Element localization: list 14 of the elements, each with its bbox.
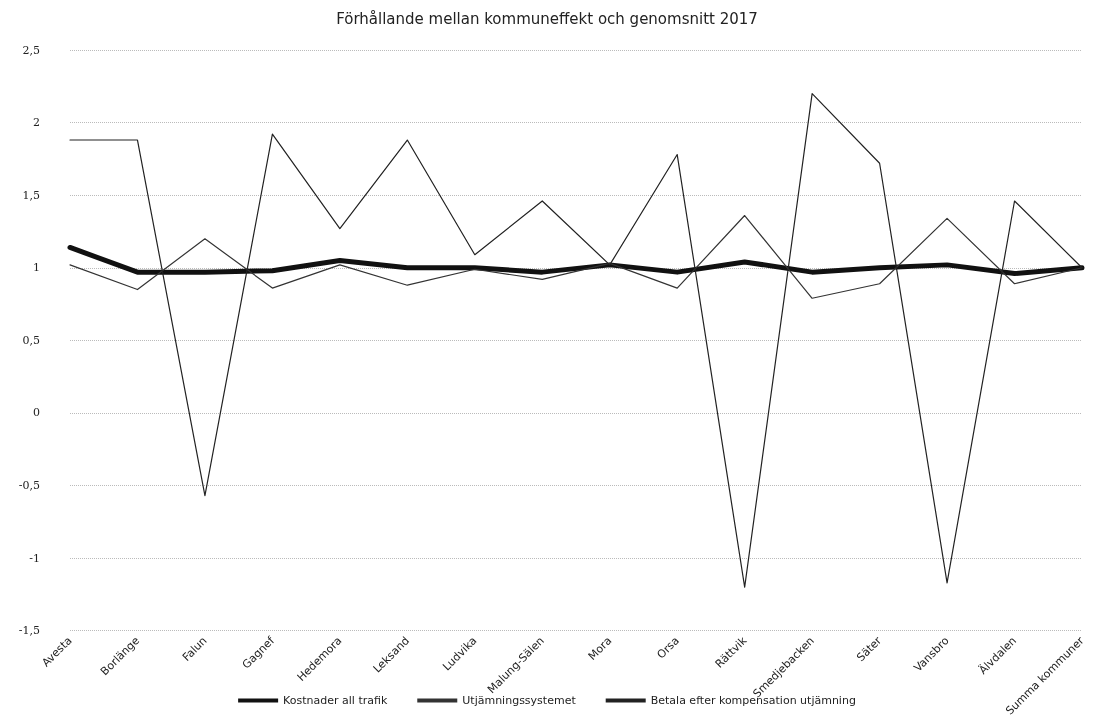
legend-label: Kostnader all trafik: [283, 694, 388, 707]
y-tick-label: 1,5: [22, 188, 40, 202]
legend-label: Utjämningssystemet: [462, 694, 577, 707]
y-tick-label: 0,5: [22, 333, 40, 347]
y-tick-label: -0,5: [18, 479, 40, 493]
line-series: [69, 92, 1083, 588]
y-tick-label: -1: [29, 551, 40, 565]
y-tick-label: -1,5: [18, 624, 40, 638]
y-tick-label: 1: [33, 261, 40, 275]
y-tick-label: 2,5: [22, 43, 40, 57]
line-series: [69, 214, 1083, 299]
chart-title: Förhållande mellan kommuneffekt och genomsnitt 2017: [336, 9, 758, 28]
y-tick-label: 2: [33, 116, 40, 130]
y-tick-label: 0: [33, 406, 40, 420]
